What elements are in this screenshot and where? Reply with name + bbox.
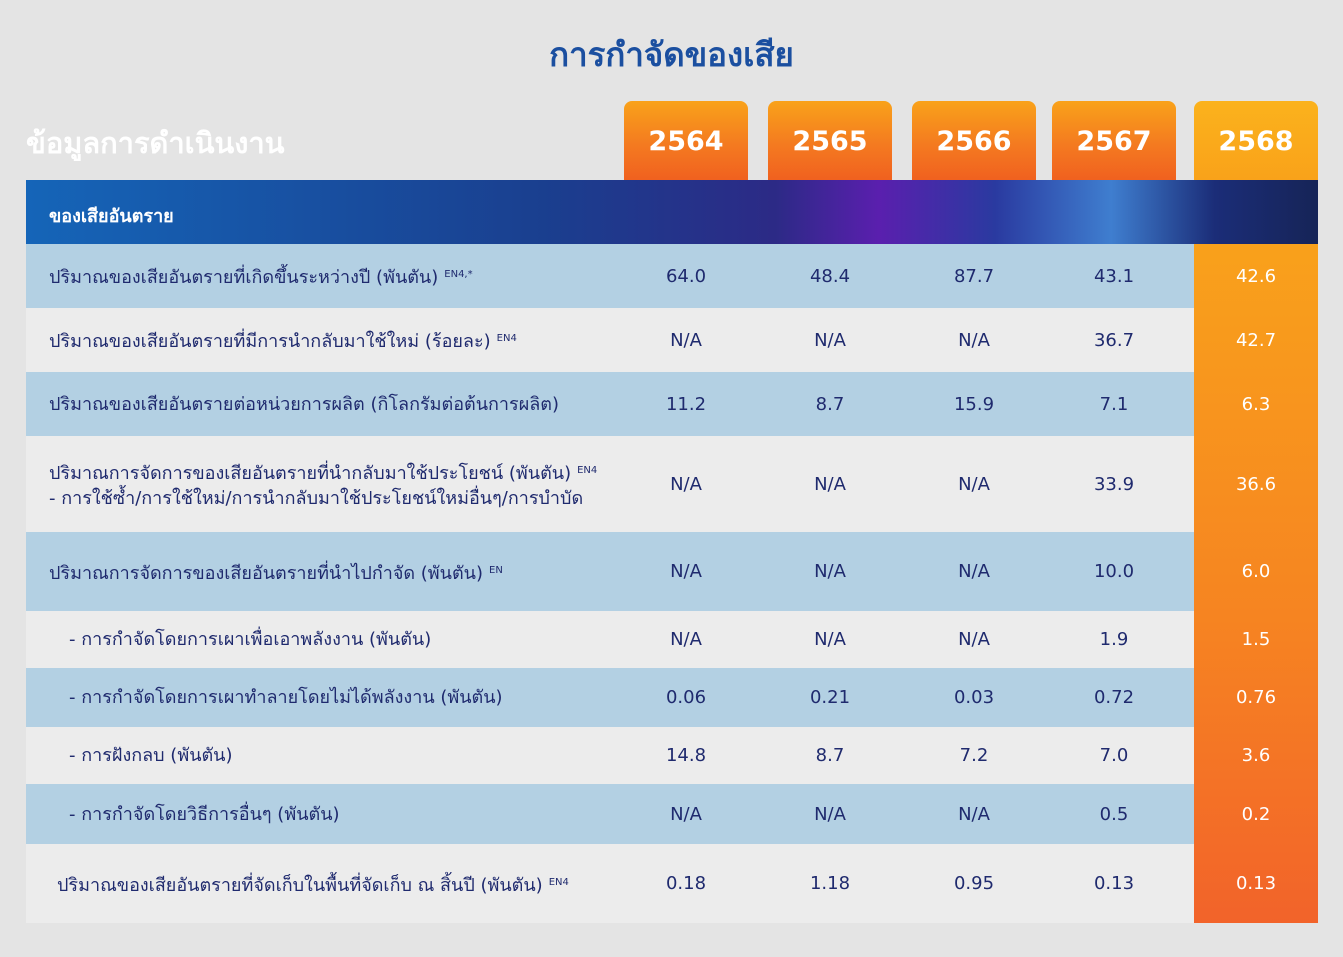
table-row: - การกำจัดโดยวิธีการอื่นๆ (พันตัน) N/A N… <box>26 784 1318 844</box>
page-title: การกำจัดของเสีย <box>549 35 794 74</box>
table-row: ปริมาณของเสียอันตรายต่อหน่วยการผลิต (กิโ… <box>26 372 1318 436</box>
table-cell: 7.0 <box>1099 745 1129 766</box>
row-label: ปริมาณของเสียอันตรายที่จัดเก็บในพื้นที่จ… <box>57 874 569 896</box>
current-year-column <box>1194 244 1318 923</box>
table-cell: 48.4 <box>809 265 851 287</box>
table-cell: 11.2 <box>665 393 707 415</box>
table-cell: 0.72 <box>1093 687 1135 708</box>
table-cell: 33.9 <box>1093 473 1135 495</box>
current-year-cell: 1.5 <box>1241 629 1271 650</box>
table-cell: 0.18 <box>665 873 707 894</box>
table-row: - การกำจัดโดยการเผาเพื่อเอาพลังงาน (พันต… <box>26 611 1318 668</box>
table-cell: N/A <box>814 473 846 495</box>
row-label-detail: - การใช้ซ้ำ/การใช้ใหม่/การนำกลับมาใช้ประ… <box>49 487 584 509</box>
table-row: - การกำจัดโดยการเผาทำลายโดยไม่ได้พลังงาน… <box>26 668 1318 727</box>
table-cell: N/A <box>958 329 990 351</box>
table-row: ปริมาณการจัดการของเสียอันตรายที่นำไปกำจั… <box>26 532 1318 611</box>
year-header-2568: 2568 <box>1194 101 1318 181</box>
year-header-2565: 2565 <box>768 101 892 181</box>
data-table: ปริมาณของเสียอันตรายที่เกิดขึ้นระหว่างปี… <box>26 244 1318 923</box>
table-cell: 1.9 <box>1099 629 1129 650</box>
table-cell: 14.8 <box>665 745 707 766</box>
row-label: ปริมาณของเสียอันตรายที่มีการนำกลับมาใช้ใ… <box>49 331 517 352</box>
row-label: - การฝังกลบ (พันตัน) <box>69 745 233 766</box>
row-label: ปริมาณการจัดการของเสียอันตรายที่นำไปกำจั… <box>49 562 503 584</box>
year-header-2566: 2566 <box>912 101 1036 181</box>
table-cell: 64.0 <box>665 265 707 287</box>
current-year-cell: 0.2 <box>1241 803 1271 825</box>
section-label: ข้อมูลการดำเนินงาน <box>26 126 285 160</box>
current-year-cell: 42.6 <box>1235 265 1277 287</box>
table-cell: N/A <box>814 629 846 650</box>
table-cell: 0.95 <box>953 873 995 894</box>
row-label: - การกำจัดโดยการเผาทำลายโดยไม่ได้พลังงาน… <box>69 687 503 708</box>
year-header-2567: 2567 <box>1052 101 1176 181</box>
table-cell: N/A <box>958 473 990 495</box>
year-header-2564: 2564 <box>624 101 748 181</box>
current-year-cell: 36.6 <box>1235 473 1277 495</box>
table-cell: 87.7 <box>953 265 995 287</box>
table-cell: 0.06 <box>665 687 707 708</box>
row-label: ปริมาณของเสียอันตรายที่เกิดขึ้นระหว่างปี… <box>49 267 473 288</box>
table-cell: N/A <box>814 329 846 351</box>
table-cell: 36.7 <box>1093 329 1135 351</box>
current-year-cell: 3.6 <box>1241 745 1271 766</box>
category-bar: ของเสียอันตราย <box>26 180 1318 244</box>
table-cell: N/A <box>958 803 990 825</box>
table-cell: 1.18 <box>809 873 851 894</box>
table-row: - การฝังกลบ (พันตัน) 14.8 8.7 7.2 7.0 <box>26 727 1318 784</box>
row-label: - การกำจัดโดยวิธีการอื่นๆ (พันตัน) <box>69 803 340 825</box>
table-cell: 0.21 <box>809 687 851 708</box>
table-cell: N/A <box>814 803 846 825</box>
table-row: ปริมาณของเสียอันตรายที่เกิดขึ้นระหว่างปี… <box>26 244 1318 308</box>
table-cell: 0.5 <box>1099 803 1129 825</box>
table-cell: N/A <box>670 329 702 351</box>
table-cell: 8.7 <box>815 745 845 766</box>
row-label: ปริมาณของเสียอันตรายต่อหน่วยการผลิต (กิโ… <box>49 393 559 415</box>
current-year-cell: 0.76 <box>1235 687 1277 708</box>
table-cell: 7.2 <box>959 745 989 766</box>
table-cell: 8.7 <box>815 393 845 415</box>
current-year-cell: 0.13 <box>1235 873 1277 894</box>
current-year-cell: 6.3 <box>1241 393 1271 415</box>
table-cell: N/A <box>958 629 990 650</box>
table-row: ปริมาณการจัดการของเสียอันตรายที่นำกลับมา… <box>26 436 1318 532</box>
category-label: ของเสียอันตราย <box>49 206 174 227</box>
current-year-cell: 6.0 <box>1241 561 1271 582</box>
table-cell: N/A <box>670 803 702 825</box>
row-label: ปริมาณการจัดการของเสียอันตรายที่นำกลับมา… <box>49 436 649 532</box>
table-cell: 0.03 <box>953 687 995 708</box>
table-cell: 43.1 <box>1093 265 1135 287</box>
row-label: - การกำจัดโดยการเผาเพื่อเอาพลังงาน (พันต… <box>69 629 432 650</box>
table-cell: 10.0 <box>1093 561 1135 582</box>
table-cell: N/A <box>670 629 702 650</box>
table-cell: N/A <box>670 473 702 495</box>
table-cell: N/A <box>814 561 846 582</box>
table-cell: 7.1 <box>1099 393 1129 415</box>
table-cell: 0.13 <box>1093 873 1135 894</box>
table-row: ปริมาณของเสียอันตรายที่มีการนำกลับมาใช้ใ… <box>26 308 1318 372</box>
table-cell: N/A <box>958 561 990 582</box>
table-cell: N/A <box>670 561 702 582</box>
current-year-cell: 42.7 <box>1235 329 1277 351</box>
table-row: ปริมาณของเสียอันตรายที่จัดเก็บในพื้นที่จ… <box>26 844 1318 923</box>
table-cell: 15.9 <box>953 393 995 415</box>
